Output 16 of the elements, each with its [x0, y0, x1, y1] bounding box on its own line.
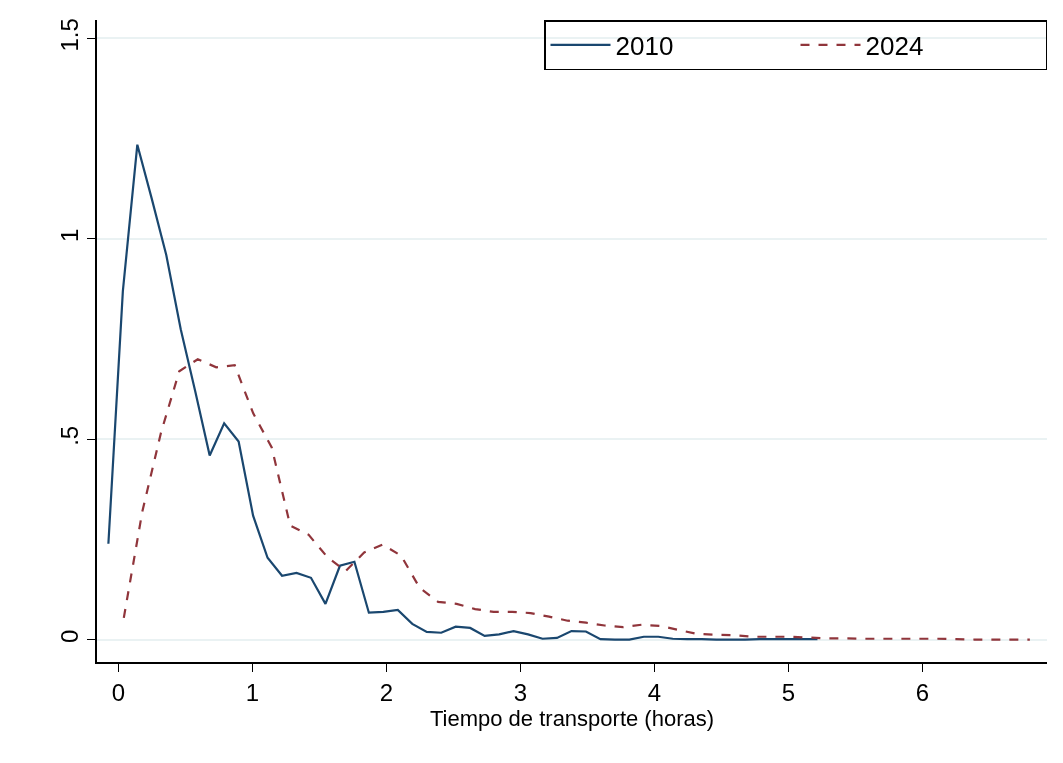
legend-label: 2010 [615, 31, 674, 62]
legend-label: 2024 [865, 31, 924, 62]
x-tick-label: 5 [781, 678, 796, 706]
line-series [122, 358, 1031, 641]
x-tick-label: 2 [379, 678, 394, 706]
x-tick-label: 0 [111, 678, 126, 706]
y-tick-label: 1 [55, 228, 83, 243]
x-tick-label: 4 [647, 678, 662, 706]
line-series [107, 143, 819, 641]
y-tick-label: 1.5 [55, 18, 83, 52]
x-axis-title: Tiempo de transporte (horas) [429, 705, 715, 731]
x-tick-label: 1 [245, 678, 260, 706]
x-tick-label: 3 [513, 678, 528, 706]
y-tick-label: .5 [55, 425, 83, 446]
y-tick-label: 0 [55, 629, 83, 644]
x-tick-label: 6 [915, 678, 930, 706]
